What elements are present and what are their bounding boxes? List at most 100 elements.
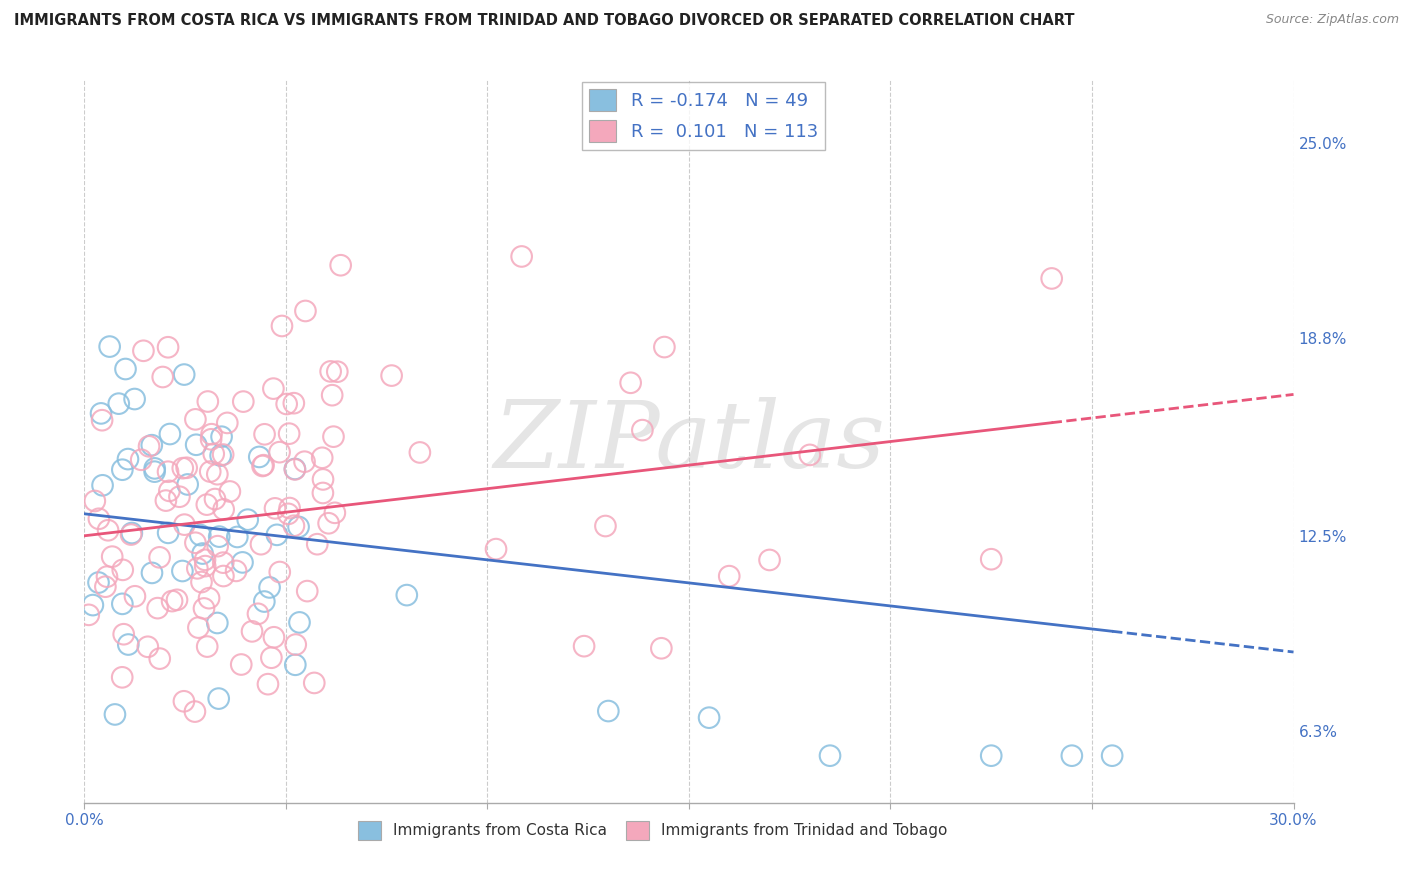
Point	[329, 258, 352, 272]
Point	[209, 449, 232, 463]
Point	[485, 542, 508, 557]
Point	[283, 396, 305, 410]
Point	[312, 486, 335, 500]
Point	[266, 528, 288, 542]
Point	[149, 651, 172, 665]
Point	[172, 461, 194, 475]
Point	[111, 597, 134, 611]
Point	[323, 506, 346, 520]
Point	[247, 450, 270, 464]
Point	[654, 340, 676, 354]
Point	[284, 638, 307, 652]
Point	[187, 621, 209, 635]
Point	[173, 368, 195, 382]
Point	[283, 518, 305, 533]
Point	[620, 376, 643, 390]
Point	[169, 490, 191, 504]
Point	[94, 580, 117, 594]
Point	[124, 589, 146, 603]
Point	[124, 392, 146, 406]
Point	[980, 748, 1002, 763]
Point	[217, 416, 239, 430]
Point	[212, 448, 235, 462]
Point	[188, 528, 211, 542]
Point	[91, 478, 114, 492]
Point	[121, 526, 143, 541]
Legend: Immigrants from Costa Rica, Immigrants from Trinidad and Tobago: Immigrants from Costa Rica, Immigrants f…	[352, 815, 953, 846]
Point	[157, 465, 180, 479]
Point	[157, 525, 180, 540]
Point	[799, 448, 821, 462]
Point	[155, 493, 177, 508]
Point	[90, 406, 112, 420]
Point	[1040, 271, 1063, 285]
Point	[202, 447, 225, 461]
Point	[259, 581, 281, 595]
Point	[191, 547, 214, 561]
Point	[117, 452, 139, 467]
Point	[200, 465, 222, 479]
Point	[650, 641, 672, 656]
Point	[211, 430, 233, 444]
Point	[136, 640, 159, 654]
Point	[758, 553, 780, 567]
Point	[980, 552, 1002, 566]
Point	[250, 537, 273, 551]
Point	[718, 569, 741, 583]
Point	[246, 607, 269, 621]
Point	[146, 601, 169, 615]
Point	[104, 707, 127, 722]
Point	[193, 601, 215, 615]
Point	[395, 588, 418, 602]
Text: IMMIGRANTS FROM COSTA RICA VS IMMIGRANTS FROM TRINIDAD AND TOBAGO DIVORCED OR SE: IMMIGRANTS FROM COSTA RICA VS IMMIGRANTS…	[14, 13, 1074, 29]
Point	[172, 564, 194, 578]
Point	[212, 556, 235, 570]
Point	[197, 394, 219, 409]
Point	[149, 550, 172, 565]
Point	[236, 513, 259, 527]
Point	[208, 691, 231, 706]
Point	[112, 627, 135, 641]
Point	[284, 462, 307, 476]
Point	[184, 535, 207, 549]
Point	[207, 467, 229, 482]
Point	[87, 512, 110, 526]
Point	[264, 501, 287, 516]
Point	[207, 539, 229, 553]
Point	[311, 450, 333, 465]
Point	[595, 519, 617, 533]
Point	[111, 563, 134, 577]
Point	[252, 458, 274, 473]
Point	[253, 594, 276, 608]
Point	[176, 477, 198, 491]
Point	[138, 439, 160, 453]
Point	[231, 657, 253, 672]
Point	[269, 565, 291, 579]
Point	[82, 598, 104, 612]
Point	[307, 537, 329, 551]
Point	[157, 340, 180, 354]
Point	[190, 575, 212, 590]
Point	[207, 615, 229, 630]
Point	[111, 463, 134, 477]
Point	[141, 566, 163, 580]
Point	[326, 365, 349, 379]
Point	[1101, 748, 1123, 763]
Point	[114, 362, 136, 376]
Point	[231, 555, 253, 569]
Point	[319, 364, 342, 378]
Point	[198, 591, 221, 606]
Point	[381, 368, 404, 383]
Point	[294, 455, 316, 469]
Point	[278, 426, 301, 441]
Point	[297, 584, 319, 599]
Point	[200, 433, 222, 447]
Point	[631, 423, 654, 437]
Point	[572, 639, 595, 653]
Point	[204, 491, 226, 506]
Point	[194, 559, 217, 574]
Point	[111, 670, 134, 684]
Point	[294, 304, 316, 318]
Point	[87, 575, 110, 590]
Point	[321, 388, 343, 402]
